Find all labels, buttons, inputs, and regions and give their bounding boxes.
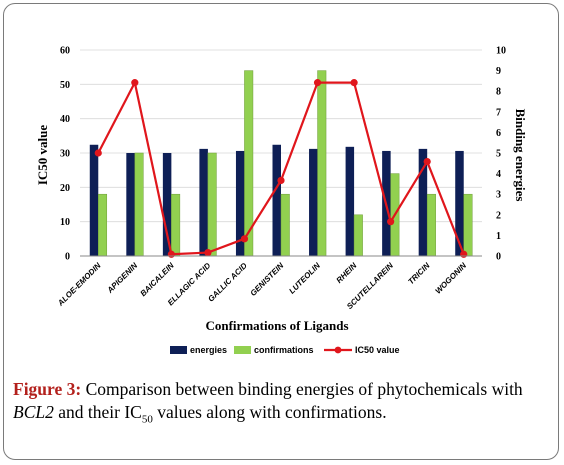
y-right-tick-label: 0 bbox=[496, 252, 501, 263]
bar-confirmations bbox=[280, 193, 290, 257]
y-left-tick-label: 20 bbox=[60, 183, 70, 194]
x-tick-label: WOGONIN bbox=[433, 261, 468, 296]
legend-label-confirmations: confirmations bbox=[254, 345, 314, 355]
x-axis-label: Confirmations of Ligands bbox=[205, 318, 348, 333]
x-tick-label: RHEIN bbox=[335, 261, 359, 285]
y-right-tick-label: 3 bbox=[496, 190, 501, 201]
ic50-point bbox=[387, 218, 395, 226]
y-right-tick-label: 5 bbox=[496, 149, 501, 160]
y-right-tick-label: 10 bbox=[496, 46, 506, 57]
x-tick-label: ALOE-EMODIN bbox=[55, 261, 102, 308]
y-left-tick-label: 10 bbox=[60, 217, 70, 228]
bar-energies bbox=[235, 150, 245, 256]
figure-label: Figure 3: bbox=[13, 379, 82, 399]
ic50-point bbox=[423, 157, 431, 166]
bar-confirmations bbox=[134, 152, 144, 257]
bar-energies bbox=[89, 144, 99, 256]
bars bbox=[89, 70, 473, 257]
caption-text-1: Comparison between binding energies of p… bbox=[81, 379, 523, 399]
y-right-tick-label: 6 bbox=[496, 128, 501, 139]
y-left-tick-label: 50 bbox=[60, 80, 70, 91]
gridlines bbox=[80, 49, 482, 223]
x-tick-label: TRICIN bbox=[406, 261, 431, 286]
y-left-tick-label: 30 bbox=[60, 149, 70, 160]
bar-energies bbox=[418, 148, 428, 256]
bar-confirmations bbox=[426, 193, 436, 257]
x-tick-label: LUTEOLIN bbox=[287, 261, 322, 296]
legend-swatch-confirmations bbox=[234, 346, 251, 354]
caption-text-2: and their IC bbox=[53, 402, 142, 422]
y-left-tick-label: 0 bbox=[65, 252, 70, 263]
y-right-tick-label: 2 bbox=[496, 210, 501, 221]
combo-chart: 0 10 20 30 40 50 60 0 1 2 3 4 5 6 7 8 9 10 ALOE-EMODIN APIG… bbox=[35, 46, 528, 356]
legend: energies confirmations IC50 value bbox=[170, 345, 400, 355]
legend-swatch-energies bbox=[170, 346, 187, 354]
ic50-point bbox=[167, 250, 175, 258]
bar-energies bbox=[162, 153, 172, 256]
x-tick-label: GALLIC ACID bbox=[206, 261, 249, 304]
y-right-tick-label: 8 bbox=[496, 87, 501, 98]
bar-confirmations bbox=[353, 214, 363, 257]
y-left-tick-label: 60 bbox=[60, 46, 70, 57]
y-right-tick-label: 9 bbox=[496, 66, 501, 77]
legend-marker-ic50 bbox=[334, 346, 342, 354]
caption-text-3: values along with confirmations. bbox=[152, 402, 387, 422]
bar-energies bbox=[309, 148, 318, 256]
legend-label-ic50: IC50 value bbox=[355, 345, 400, 355]
y-right-tick-label: 7 bbox=[496, 107, 501, 118]
ic50-line bbox=[94, 79, 468, 258]
y-left-tick-label: 40 bbox=[60, 114, 70, 125]
legend-label-energies: energies bbox=[190, 345, 227, 355]
x-tick-label: APIGENIN bbox=[105, 261, 140, 296]
y-axis-right-label: Binding energies bbox=[513, 109, 528, 202]
ic50-point bbox=[94, 149, 102, 157]
y-right-tick-label: 1 bbox=[496, 231, 501, 242]
bar-energies bbox=[272, 144, 281, 256]
x-tick-label: GENISTEIN bbox=[249, 261, 286, 298]
bar-energies bbox=[126, 153, 135, 256]
figure-caption: Figure 3: Comparison between binding ene… bbox=[13, 378, 553, 432]
ic50-point bbox=[204, 248, 212, 257]
bar-energies bbox=[199, 148, 208, 256]
caption-subscript: 50 bbox=[141, 413, 153, 426]
y-axis-left-label: IC50 value bbox=[35, 125, 50, 186]
ic50-point bbox=[313, 79, 322, 87]
ic50-point bbox=[277, 176, 285, 185]
ic50-point bbox=[350, 79, 358, 87]
y-right-tick-label: 4 bbox=[496, 169, 501, 180]
bar-confirmations bbox=[463, 193, 473, 257]
bar-confirmations bbox=[98, 193, 108, 257]
ic50-point bbox=[460, 250, 468, 258]
ic50-point bbox=[240, 235, 249, 243]
bar-confirmations bbox=[207, 152, 217, 257]
bar-confirmations bbox=[171, 193, 181, 257]
bar-energies bbox=[345, 146, 355, 256]
bar-energies bbox=[455, 150, 464, 256]
bar-confirmations bbox=[317, 70, 327, 257]
caption-gene: BCL2 bbox=[13, 402, 54, 422]
ic50-point bbox=[131, 79, 139, 87]
x-tick-label: BAICALEIN bbox=[139, 261, 176, 298]
